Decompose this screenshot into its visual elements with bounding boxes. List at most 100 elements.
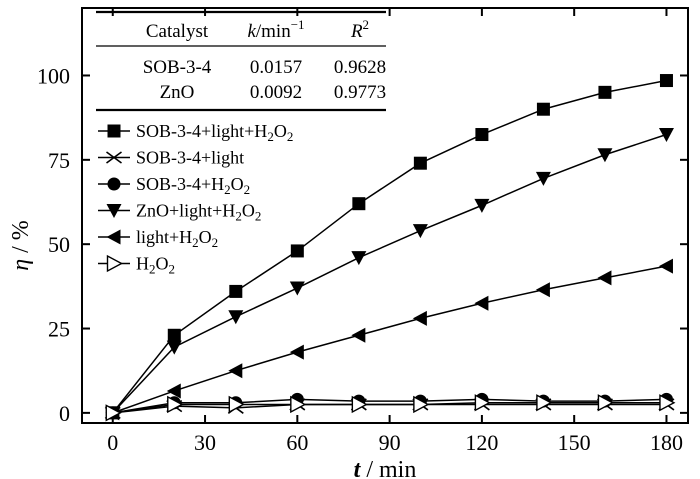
legend-label-main: SOB-3-4+H	[136, 174, 224, 194]
table-header-r2: R2	[350, 17, 369, 42]
table-header-k-sup: −1	[291, 17, 305, 32]
data-point	[659, 394, 676, 412]
data-point	[536, 102, 550, 116]
data-point	[167, 328, 181, 342]
legend-label-sub: 2	[212, 235, 219, 250]
data-point	[658, 258, 673, 274]
table-header-catalyst: Catalyst	[146, 21, 209, 42]
legend-label-main: ZnO+light+H	[136, 201, 235, 221]
x-tick-label: 90	[379, 430, 401, 455]
data-point	[412, 310, 427, 326]
legend-label-mid: O	[156, 254, 169, 274]
x-axis-unit: / min	[360, 457, 416, 479]
data-point	[289, 344, 304, 360]
data-point	[228, 363, 243, 379]
legend-label-mid: O	[231, 174, 244, 194]
legend-label-sub: 2	[224, 182, 231, 197]
table-header-k-unit: /min	[256, 21, 291, 42]
legend-marker	[107, 177, 121, 191]
data-point	[474, 295, 489, 311]
data-point	[474, 394, 491, 412]
legend-label-sub: 2	[169, 262, 176, 277]
x-axis-symbol: t	[354, 457, 362, 479]
data-point	[535, 282, 550, 298]
series-3	[105, 128, 674, 421]
legend-label: H2O2	[136, 254, 175, 277]
legend-label-mid: O	[242, 201, 255, 221]
legend-label: ZnO+light+H2O2	[136, 201, 261, 224]
legend-label-sub: 2	[244, 182, 251, 197]
legend-label-sub: 2	[267, 129, 274, 144]
series-5	[105, 394, 676, 422]
data-point	[535, 171, 551, 186]
table-header-k: k/min−1	[247, 17, 304, 42]
data-point	[166, 383, 181, 399]
legend-label-mid: O	[274, 121, 287, 141]
series-line	[112, 133, 667, 414]
legend-label-main: SOB-3-4+light	[136, 148, 244, 168]
legend-label: SOB-3-4+H2O2	[136, 174, 250, 197]
x-tick-label: 150	[558, 430, 591, 455]
y-tick-label: 25	[48, 317, 70, 342]
data-point	[228, 310, 244, 325]
data-point	[659, 74, 673, 88]
data-point	[475, 128, 489, 142]
table-cell-k: 0.0157	[250, 57, 302, 78]
data-point	[413, 395, 430, 414]
series-line	[112, 79, 667, 414]
legend-label-main: H	[136, 254, 149, 274]
table-cell-r2: 0.9773	[334, 82, 386, 103]
data-point	[598, 85, 612, 99]
data-point	[597, 394, 614, 412]
data-point	[474, 198, 490, 213]
data-point	[658, 128, 674, 143]
legend-label-sub: 2	[192, 235, 199, 250]
table-header-r-sup: 2	[363, 17, 370, 32]
data-point	[167, 395, 184, 414]
data-point	[166, 340, 182, 355]
data-point	[413, 156, 427, 170]
y-axis-unit: / %	[8, 220, 34, 259]
y-tick-label: 50	[48, 232, 70, 257]
data-point	[289, 281, 305, 296]
y-tick-label: 75	[48, 148, 70, 173]
legend-marker-stroke	[106, 151, 122, 164]
legend-label-sub: 2	[149, 262, 156, 277]
data-point	[351, 251, 367, 266]
inset-table: Catalyst k/min−1 R2 SOB-3-4 0.0157 0.9628 ZnO 0…	[96, 10, 386, 112]
data-point	[352, 197, 366, 211]
x-tick-label: 30	[194, 430, 216, 455]
x-tick-label: 120	[465, 430, 498, 455]
y-axis-symbol: η	[8, 259, 34, 271]
data-point	[351, 327, 366, 343]
legend-label: SOB-3-4+light	[136, 148, 244, 168]
legend-label: light+H2O2	[136, 227, 218, 250]
series-4	[105, 258, 673, 421]
y-tick-label: 0	[59, 401, 70, 426]
table-header-k-symbol: k	[247, 21, 256, 42]
series-line	[112, 265, 667, 414]
series-line	[112, 402, 667, 414]
data-point	[290, 395, 307, 414]
axes: 0 30 60 90 120 150 180 0 25 50 75 100 t / min η / %	[8, 7, 689, 479]
table-header-r-symbol: R	[350, 21, 363, 42]
legend-marker	[107, 124, 121, 138]
series-line	[112, 398, 667, 414]
legend-label: SOB-3-4+light+H2O2	[136, 121, 293, 144]
legend-label-sub: 2	[255, 209, 262, 224]
series-layer	[104, 74, 676, 422]
legend-label-sub: 2	[287, 129, 294, 144]
legend-label-main: light+H	[136, 227, 192, 247]
data-point	[412, 224, 428, 239]
data-point	[105, 404, 122, 422]
y-axis-title: η / %	[8, 220, 34, 271]
data-point	[597, 148, 613, 163]
legend: SOB-3-4+light+H2O2SOB-3-4+lightSOB-3-4+H…	[98, 121, 293, 277]
x-axis-title: t / min	[354, 457, 417, 479]
table-cell-catalyst: SOB-3-4	[143, 57, 212, 78]
table-cell-k: 0.0092	[250, 82, 302, 103]
y-tick-label: 100	[37, 63, 70, 88]
legend-label-main: SOB-3-4+light+H	[136, 121, 267, 141]
legend-marker	[106, 254, 123, 273]
